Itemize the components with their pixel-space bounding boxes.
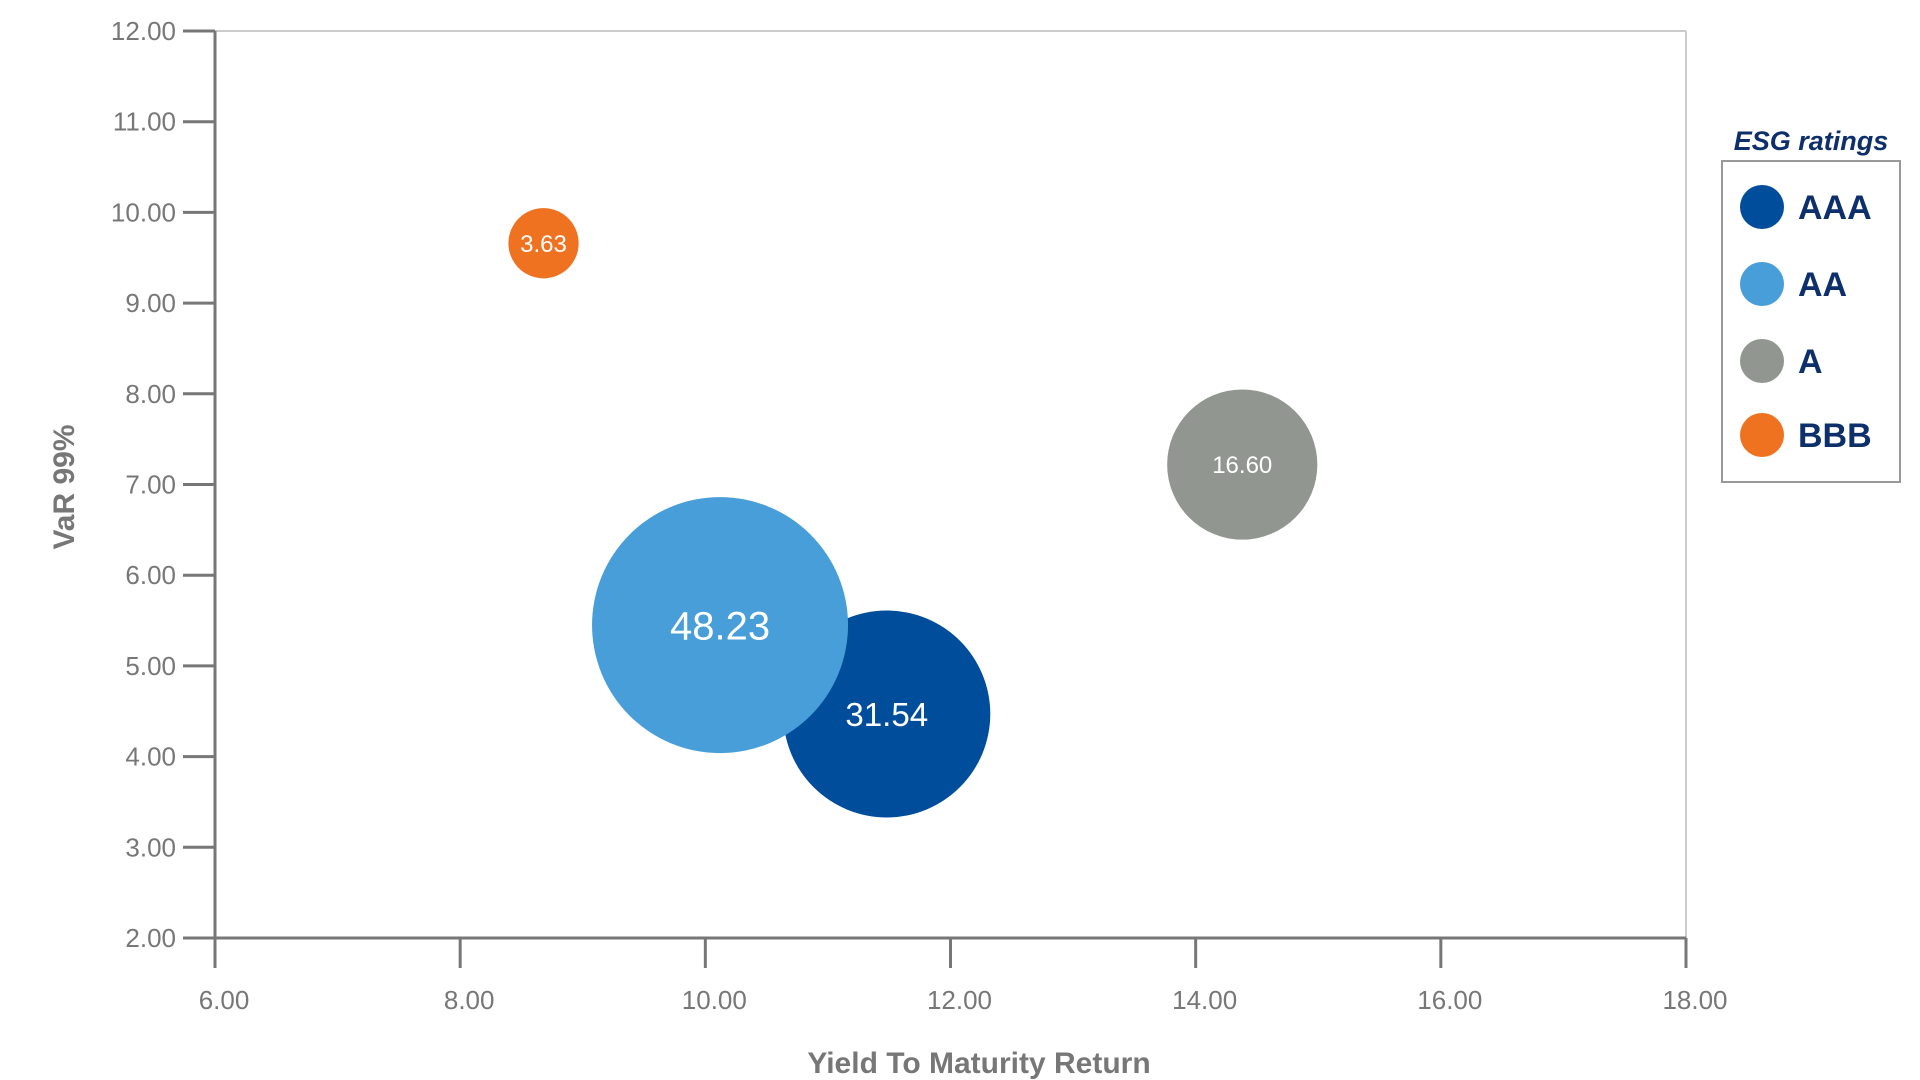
bubble-label: 48.23	[670, 604, 770, 648]
y-tick-label: 6.00	[125, 560, 176, 590]
x-tick-label: 10.00	[682, 985, 747, 1015]
x-axis-title: Yield To Maturity Return	[807, 1047, 1150, 1080]
bubble-label: 3.63	[520, 231, 567, 258]
x-tick-label: 18.00	[1662, 985, 1727, 1015]
y-tick-label: 12.00	[111, 16, 176, 46]
y-axis-title: VaR 99%	[48, 424, 81, 549]
y-axis: 2.00 3.00 4.00 5.00 6.00 7.00 8.00 9.00 10.00 11.…	[111, 16, 217, 953]
legend-label-aaa: AAA	[1798, 189, 1872, 227]
bubble-bbb	[508, 208, 579, 279]
plot-frame	[215, 30, 1687, 938]
legend-label-aa: AA	[1798, 266, 1847, 304]
y-tick-label: 8.00	[125, 379, 176, 409]
legend-marker-bbb	[1740, 413, 1784, 457]
legend-title: ESG ratings	[1734, 126, 1889, 156]
legend-label-a: A	[1798, 343, 1823, 381]
bubbles: 31.54 48.23 16.60 3.63	[508, 208, 1318, 818]
y-tick-label: 9.00	[125, 288, 176, 318]
x-axis: 6.00 8.00 10.00 12.00 14.00 16.00 18.00	[199, 936, 1728, 1015]
x-tick-label: 12.00	[927, 985, 992, 1015]
y-tick-label: 3.00	[125, 832, 176, 862]
y-tick-label: 2.00	[125, 923, 176, 953]
y-tick-label: 7.00	[125, 470, 176, 500]
y-tick-label: 5.00	[125, 651, 176, 681]
bubble-a	[1167, 389, 1318, 540]
bubble-label: 16.60	[1212, 452, 1272, 479]
legend-marker-aa	[1740, 262, 1784, 306]
legend-marker-a	[1740, 339, 1784, 383]
x-tick-label: 14.00	[1172, 985, 1237, 1015]
y-tick-label: 11.00	[113, 107, 176, 137]
x-tick-label: 8.00	[444, 985, 495, 1015]
legend-marker-aaa	[1740, 185, 1784, 229]
x-tick-label: 16.00	[1417, 985, 1482, 1015]
bubble-label: 31.54	[845, 697, 928, 734]
x-tick-label: 6.00	[199, 985, 250, 1015]
y-tick-label: 10.00	[111, 197, 176, 227]
legend-label-bbb: BBB	[1798, 417, 1872, 455]
y-tick-label: 4.00	[125, 742, 176, 772]
bubble-aa	[592, 497, 849, 754]
